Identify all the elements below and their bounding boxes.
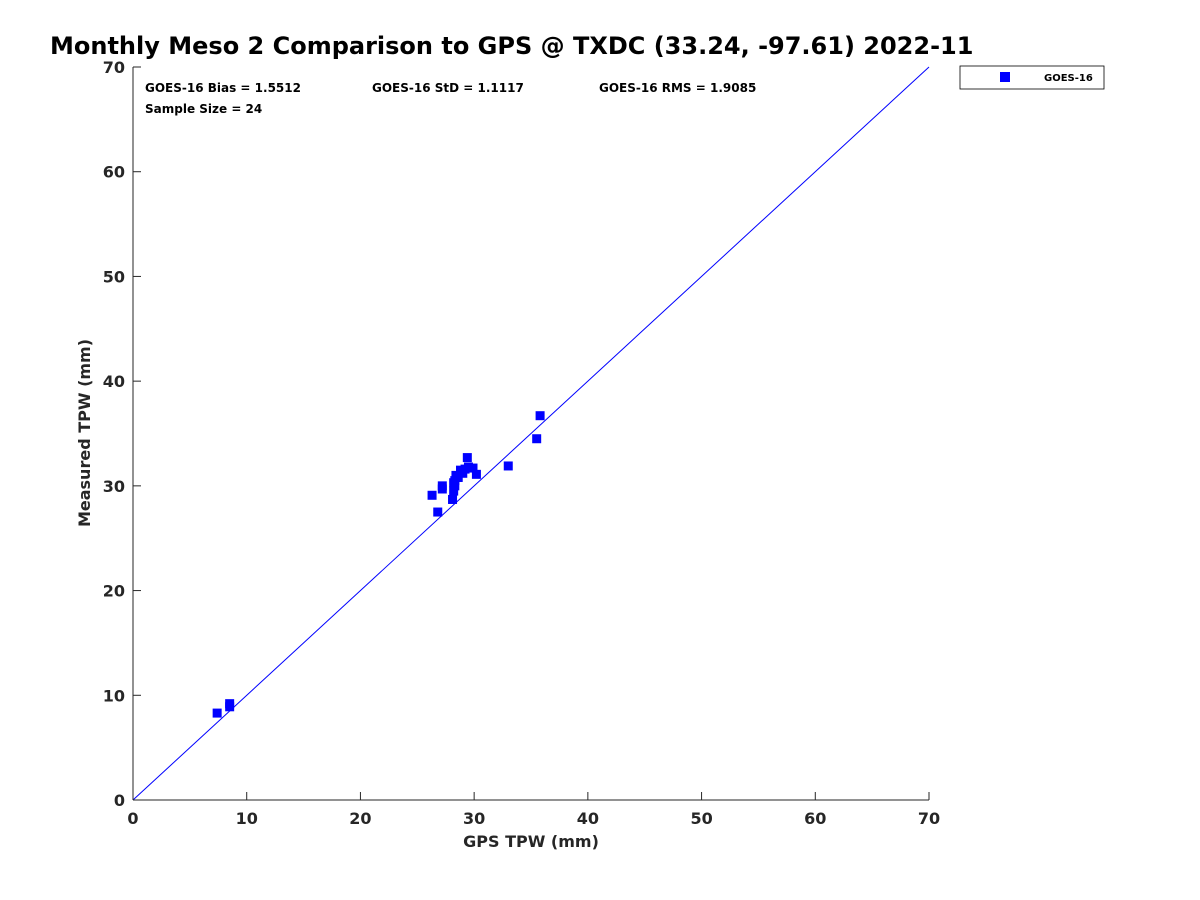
x-tick-label: 70 xyxy=(918,809,940,828)
chart-title: Monthly Meso 2 Comparison to GPS @ TXDC … xyxy=(50,32,973,60)
x-tick-label: 10 xyxy=(236,809,258,828)
y-tick-label: 60 xyxy=(103,163,125,182)
legend: GOES-16 xyxy=(959,65,1105,90)
data-point xyxy=(503,461,513,471)
data-point xyxy=(463,462,473,472)
y-tick-label: 50 xyxy=(103,267,125,286)
y-tick-label: 70 xyxy=(103,58,125,77)
sample-size-stat: Sample Size = 24 xyxy=(145,102,262,116)
x-tick-label: 0 xyxy=(127,809,138,828)
y-axis-label: Measured TPW (mm) xyxy=(75,339,94,527)
data-points xyxy=(212,411,545,718)
y-tick-label: 20 xyxy=(103,582,125,601)
legend-marker-square xyxy=(1000,72,1010,82)
data-point xyxy=(453,472,463,482)
bias-stat: GOES-16 Bias = 1.5512 xyxy=(145,81,301,95)
data-point xyxy=(433,507,443,517)
data-point xyxy=(437,481,447,491)
x-tick-label: 40 xyxy=(577,809,599,828)
plot-area: 0 10 20 30 40 50 60 70 0 10 20 30 40 50 60 70 xyxy=(103,58,940,828)
data-point xyxy=(449,478,459,488)
data-point xyxy=(225,699,235,709)
data-point xyxy=(462,453,472,463)
data-point xyxy=(532,434,542,444)
y-tick-label: 40 xyxy=(103,372,125,391)
std-stat: GOES-16 StD = 1.1117 xyxy=(372,81,524,95)
data-point xyxy=(448,494,458,504)
data-point xyxy=(427,490,437,500)
axes: 0 10 20 30 40 50 60 70 0 10 20 30 40 50 60 70 xyxy=(103,58,940,828)
data-point xyxy=(471,469,481,479)
x-tick-label: 50 xyxy=(690,809,712,828)
x-tick-label: 30 xyxy=(463,809,485,828)
data-point xyxy=(468,463,478,473)
x-axis-label: GPS TPW (mm) xyxy=(463,832,599,851)
data-point xyxy=(212,708,222,718)
one-to-one-reference-line xyxy=(132,66,930,801)
rms-stat: GOES-16 RMS = 1.9085 xyxy=(599,81,756,95)
y-tick-label: 30 xyxy=(103,477,125,496)
legend-label-goes16: GOES-16 xyxy=(1044,73,1093,84)
data-point xyxy=(449,486,459,496)
y-tick-label: 0 xyxy=(114,791,125,810)
legend-box xyxy=(959,65,1105,90)
y-tick-label: 10 xyxy=(103,686,125,705)
data-point xyxy=(535,411,545,421)
x-tick-label: 20 xyxy=(349,809,371,828)
x-tick-label: 60 xyxy=(804,809,826,828)
